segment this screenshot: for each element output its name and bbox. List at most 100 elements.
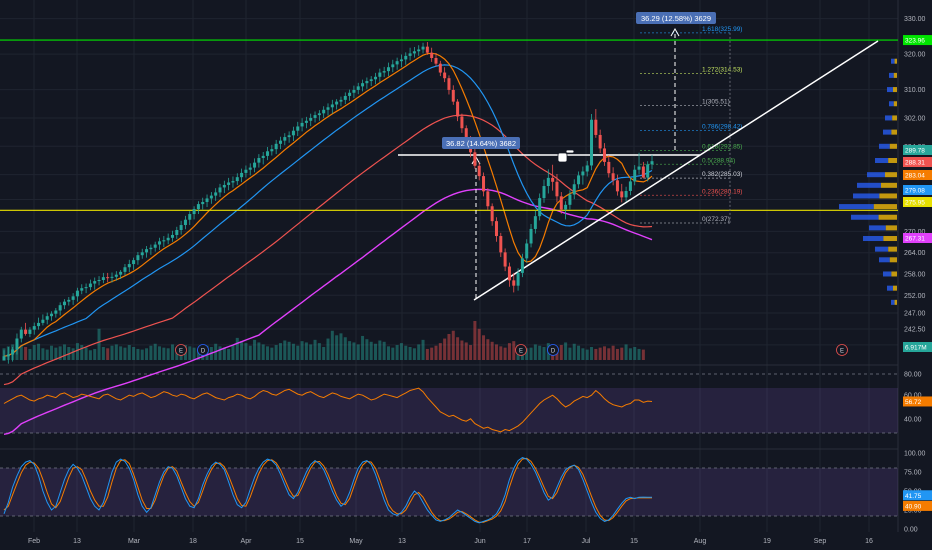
x-tick-label: Sep: [814, 538, 827, 545]
candle-body: [507, 266, 511, 281]
volume-bar: [218, 346, 222, 360]
volume-bar: [266, 346, 270, 360]
volume-bar: [620, 347, 624, 360]
volume-bar: [641, 349, 645, 360]
volume-bar: [408, 347, 412, 360]
volume-bar: [287, 341, 291, 360]
volume-bar: [581, 348, 585, 360]
candle-body: [67, 299, 71, 302]
volume-bar: [386, 346, 390, 360]
stoch-band: [0, 468, 898, 516]
candle-body: [80, 288, 84, 291]
support-trendline[interactable]: [473, 40, 879, 301]
y-tick-label: 270.00: [904, 229, 926, 236]
volume-bar: [326, 338, 330, 360]
event-marker: D: [547, 344, 559, 356]
volume-bar: [84, 347, 88, 360]
candle-body: [317, 113, 321, 116]
candle-body: [136, 255, 140, 261]
candle-body: [529, 228, 533, 244]
price-badge: 283.04: [903, 170, 932, 180]
candle-body: [598, 134, 602, 149]
candle-body: [196, 204, 200, 210]
x-tick-label: 17: [523, 538, 531, 545]
y-tick-label: 258.00: [904, 271, 926, 278]
volume-bar: [270, 347, 274, 360]
price-badge-text: 267.31: [905, 236, 925, 243]
price-badge-bg: [903, 185, 932, 195]
hand-pointer-icon: [557, 149, 575, 163]
x-tick-label: 18: [189, 538, 197, 545]
candle-body: [490, 206, 494, 222]
volume-bar: [32, 345, 36, 360]
ma-200-line: [3, 188, 653, 435]
candle-body: [274, 143, 278, 150]
volume-bar: [365, 339, 369, 360]
volume-bar: [62, 344, 66, 360]
volume-bar: [343, 337, 347, 360]
volume-bar: [274, 345, 278, 360]
candle-body: [278, 140, 282, 144]
stoch-k-line: [3, 457, 652, 524]
x-tick-label: May: [349, 538, 363, 545]
volume-bar: [291, 343, 295, 360]
candle-body: [581, 171, 585, 176]
volume-bar: [503, 347, 507, 360]
price-badge: 289.78: [903, 145, 932, 155]
rsi-badge-text: 56.72: [905, 399, 922, 406]
volume-bar: [149, 345, 153, 360]
volume-bar: [529, 347, 533, 360]
x-axis: Feb 13 Mar 18 Apr 15 May 13 Jun 17 Jul 15 Aug 19 Sep 16: [28, 538, 873, 545]
event-marker-text: D: [201, 349, 206, 355]
volume-bar: [123, 347, 127, 360]
candle-body: [132, 260, 136, 265]
horizontal-levels: [0, 39, 898, 211]
volume-bar: [119, 346, 123, 360]
candle-body: [477, 165, 481, 177]
volume-bar: [110, 345, 114, 360]
candle-body: [110, 276, 114, 278]
candle-body: [32, 326, 36, 330]
x-tick-label: Aug: [694, 538, 707, 545]
volume-bar: [460, 340, 464, 360]
volume-bar: [499, 346, 503, 360]
rsi-line: [3, 387, 653, 433]
x-tick-label: Jul: [582, 538, 591, 545]
volume-bar: [412, 348, 416, 360]
volume-profile-bar: [891, 271, 897, 277]
fib-level-label: 0.618(292.85): [702, 143, 742, 150]
stoch-k-badge: 41.75: [903, 490, 932, 501]
volume-bar: [75, 343, 79, 360]
volume-profile-bar: [892, 115, 897, 121]
candle-body: [261, 155, 265, 159]
event-marker-circle: [515, 344, 527, 356]
volume-bar: [71, 348, 75, 360]
price-badge-text: 288.31: [905, 160, 925, 167]
candle-body: [339, 99, 343, 102]
candle-body: [451, 89, 455, 102]
grid-lines: [0, 0, 899, 532]
candle-body: [145, 249, 149, 253]
candle-body: [119, 271, 123, 275]
candle-body: [188, 214, 192, 220]
volume-bar: [339, 333, 343, 360]
candle-body: [50, 313, 54, 317]
volume-bar: [564, 342, 568, 360]
volume-bar: [58, 346, 62, 360]
candle-body: [15, 338, 19, 350]
volume-bar: [162, 347, 166, 360]
volume-bar: [464, 342, 468, 360]
candle-body: [641, 166, 645, 178]
candle-body: [572, 184, 576, 195]
volume-bar: [106, 348, 110, 360]
volume-bar: [434, 345, 438, 360]
volume-bar: [374, 343, 378, 360]
volume-profile-bar: [885, 225, 897, 231]
volume-bar: [559, 345, 563, 360]
ma-mid-line: [3, 64, 653, 357]
volume-bar: [335, 335, 339, 360]
volume-profile-bar: [875, 246, 889, 252]
candle-body: [291, 130, 295, 136]
